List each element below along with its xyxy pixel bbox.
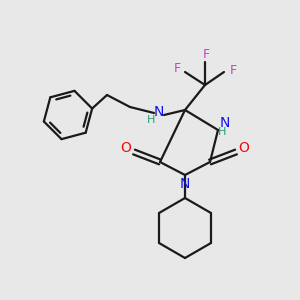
Text: N: N (180, 177, 190, 191)
Text: F: F (202, 47, 210, 61)
Text: H: H (218, 127, 226, 137)
Text: N: N (154, 105, 164, 119)
Text: N: N (220, 116, 230, 130)
Text: F: F (230, 64, 237, 76)
Text: H: H (147, 115, 155, 125)
Text: F: F (173, 62, 181, 76)
Text: O: O (121, 141, 131, 155)
Text: O: O (238, 141, 249, 155)
